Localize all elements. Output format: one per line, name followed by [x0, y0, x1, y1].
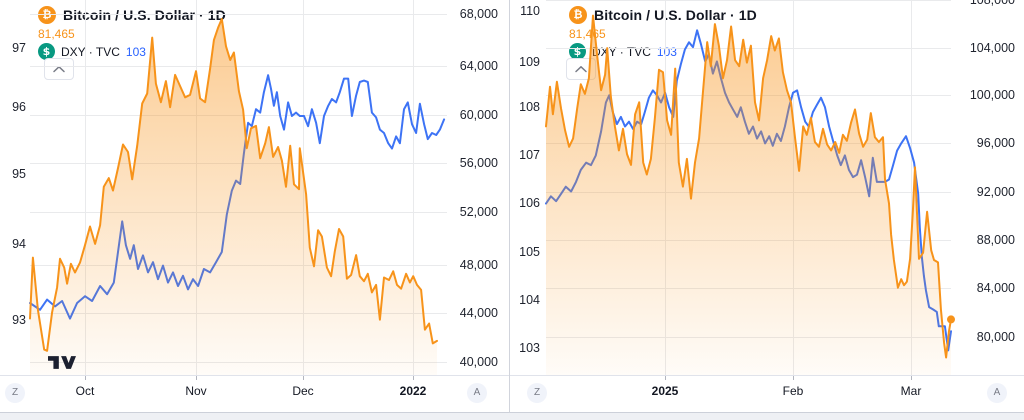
- left-axis-tick-label: 97: [12, 41, 26, 55]
- time-axis-label: 2022: [399, 384, 427, 398]
- compare-row[interactable]: $ DXY · TVC 103: [38, 43, 226, 60]
- left-axis-tick-label: 103: [519, 341, 540, 355]
- right-axis-tick-label: 88,000: [976, 233, 1015, 247]
- right-axis-tick-label: 104,000: [969, 41, 1015, 55]
- auto-scale-button[interactable]: A: [987, 383, 1007, 403]
- time-scale[interactable]: Z Oct Nov Dec 2022 A: [0, 375, 509, 412]
- right-axis-tick-label: 56,000: [459, 156, 498, 170]
- right-axis-tick-label: 108,000: [969, 0, 1015, 7]
- right-axis-tick-label: 60,000: [459, 108, 498, 122]
- time-axis-label: Nov: [185, 384, 207, 398]
- time-axis-label: Oct: [75, 384, 95, 398]
- left-axis-tick-label: 96: [12, 100, 26, 114]
- left-price-scale[interactable]: 110 109 108 107 106 105 104 103: [510, 0, 544, 375]
- right-axis-tick-label: 80,000: [976, 330, 1015, 344]
- symbol-row[interactable]: ₿ Bitcoin / U.S. Dollar · 1D: [569, 6, 757, 24]
- left-axis-tick-label: 94: [12, 237, 26, 251]
- left-axis-tick-label: 107: [519, 148, 540, 162]
- dxy-source-icon: $: [569, 43, 586, 60]
- right-price-scale[interactable]: 68,000 64,000 60,000 56,000 52,000 48,000 44,0…: [448, 0, 504, 375]
- bitcoin-icon: ₿: [569, 6, 587, 24]
- compare-symbol-label[interactable]: DXY · TVC: [61, 44, 120, 59]
- timezone-button[interactable]: Z: [5, 383, 25, 403]
- right-axis-tick-label: 44,000: [459, 306, 498, 320]
- compare-value: 103: [125, 44, 146, 59]
- left-axis-tick-label: 106: [519, 196, 540, 210]
- right-axis-tick-label: 64,000: [459, 59, 498, 73]
- time-scale[interactable]: Z 2025 Feb Mar A: [510, 375, 1024, 412]
- right-axis-tick-label: 68,000: [459, 7, 498, 21]
- left-axis-tick-label: 108: [519, 100, 540, 114]
- right-axis-tick-label: 40,000: [459, 355, 498, 369]
- price-chart-canvas[interactable]: [0, 0, 509, 413]
- left-axis-tick-label: 109: [519, 55, 540, 69]
- right-axis-tick-label: 52,000: [459, 205, 498, 219]
- chart-pane-btc-2021: 97 96 95 94 93 68,000 64,000 60,000 56,000 52,00…: [0, 0, 509, 413]
- last-price: 81,465: [569, 27, 606, 41]
- left-axis-tick-label: 93: [12, 313, 26, 327]
- chevron-up-icon: [575, 66, 587, 73]
- chart-pane-btc-2025: 110 109 108 107 106 105 104 103 108,000 104,000 1…: [509, 0, 1024, 413]
- right-axis-tick-label: 100,000: [969, 88, 1015, 102]
- time-axis-label: 2025: [651, 384, 679, 398]
- left-price-scale[interactable]: 97 96 95 94 93: [0, 0, 30, 375]
- left-axis-tick-label: 105: [519, 245, 540, 259]
- left-axis-tick-label: 110: [520, 4, 540, 18]
- left-axis-tick-label: 104: [519, 293, 540, 307]
- right-axis-tick-label: 48,000: [459, 258, 498, 272]
- right-axis-tick-label: 84,000: [976, 281, 1015, 295]
- time-axis-label: Feb: [782, 384, 804, 398]
- right-price-scale[interactable]: 108,000 104,000 100,000 96,000 92,000 88,000 8…: [951, 0, 1021, 375]
- auto-scale-button[interactable]: A: [467, 383, 487, 403]
- tradingview-logo[interactable]: [48, 354, 76, 371]
- left-axis-tick-label: 95: [12, 167, 26, 181]
- symbol-title[interactable]: Bitcoin / U.S. Dollar · 1D: [594, 7, 757, 23]
- timezone-button[interactable]: Z: [527, 383, 547, 403]
- price-chart-canvas[interactable]: [510, 0, 1024, 413]
- dxy-source-icon: $: [38, 43, 55, 60]
- right-axis-tick-label: 92,000: [976, 185, 1015, 199]
- right-axis-tick-label: 96,000: [976, 136, 1015, 150]
- time-axis-label: Dec: [292, 384, 314, 398]
- time-axis-label: Mar: [900, 384, 922, 398]
- last-price: 81,465: [38, 27, 75, 41]
